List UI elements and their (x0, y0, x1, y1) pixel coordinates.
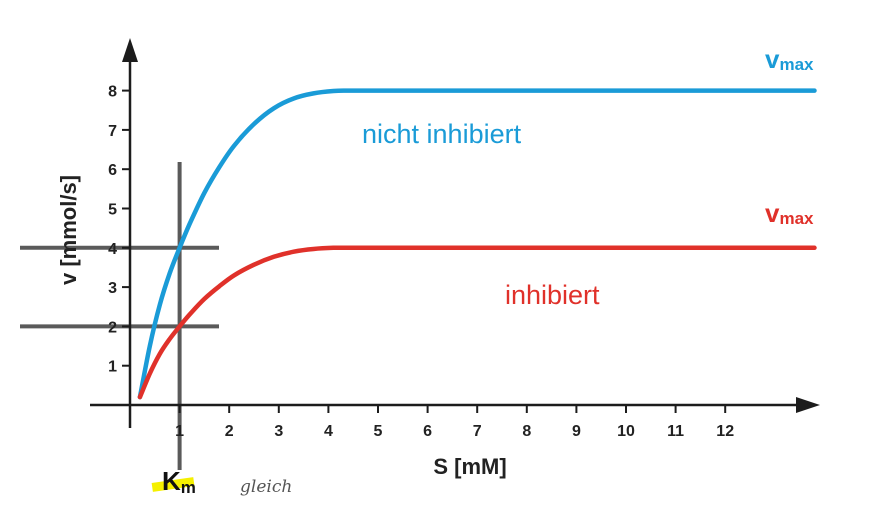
km-sub: m (181, 478, 196, 497)
x-tick-label: 6 (423, 423, 432, 440)
vmax-sub: max (779, 55, 814, 74)
y-tick-label: 3 (108, 280, 117, 297)
y-tick-label: 6 (108, 162, 117, 179)
vmax-label-uninhibited: vmax (765, 44, 814, 74)
x-tick-label: 10 (617, 423, 635, 440)
y-tick-label: 7 (108, 123, 117, 140)
km-label: Km (162, 466, 196, 497)
series-layer (137, 88, 817, 400)
y-tick-label: 4 (108, 241, 117, 258)
series-label-inhibiert: inhibiert (505, 280, 600, 310)
y-tick-label: 2 (108, 319, 117, 336)
x-tick-label: 4 (324, 423, 333, 440)
x-axis-arrow (796, 397, 820, 413)
axes (90, 38, 820, 428)
x-tick-label: 7 (473, 423, 482, 440)
vmax-sub: max (779, 209, 814, 228)
km-highlight-marker (151, 477, 195, 492)
x-tick-label: 3 (274, 423, 283, 440)
guide-lines (20, 162, 219, 470)
x-tick-label: 8 (522, 423, 531, 440)
km-main: K (162, 466, 181, 496)
x-tick-label: 5 (374, 423, 383, 440)
y-tick-label: 5 (108, 202, 117, 219)
x-tick-label: 11 (667, 423, 684, 440)
series-label-nicht-inhibiert: nicht inhibiert (362, 119, 522, 149)
y-axis-label: v [mmol/s] (56, 175, 81, 285)
vmax-main: v (765, 44, 780, 74)
curve-inhibiert (137, 245, 817, 400)
x-axis-label: S [mM] (433, 454, 506, 479)
x-tick-label: 9 (572, 423, 581, 440)
y-tick-label: 8 (108, 84, 117, 101)
x-tick-label: 1 (175, 423, 184, 440)
handwritten-note: gleich (240, 477, 292, 497)
x-tick-label: 2 (225, 423, 234, 440)
curve-nicht-inhibiert (137, 88, 817, 400)
x-tick-label: 12 (716, 423, 734, 440)
y-tick-label: 1 (108, 359, 117, 376)
vmax-main: v (765, 198, 780, 228)
vmax-label-inhibited: vmax (765, 198, 814, 228)
y-axis-arrow (122, 38, 138, 62)
